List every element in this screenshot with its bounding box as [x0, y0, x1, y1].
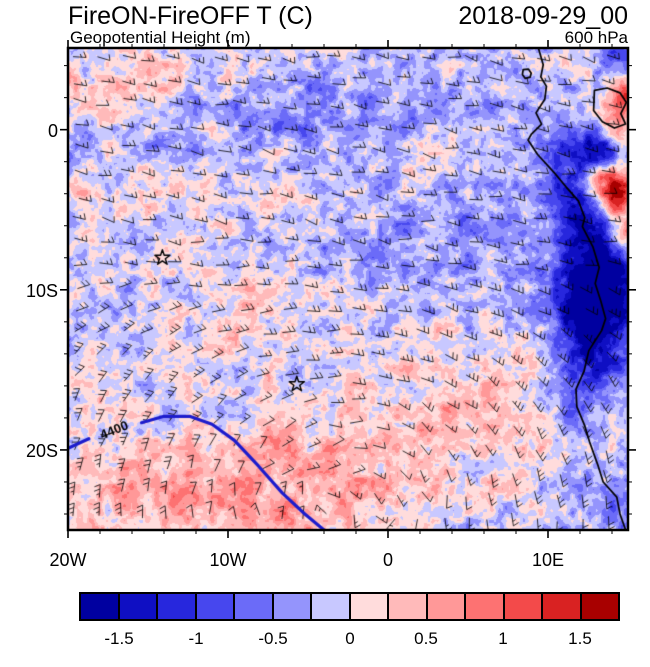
- ytick-label: 10S: [25, 281, 58, 301]
- colorbar-tick-label: -0.5: [258, 629, 288, 648]
- colorbar-segment: [235, 594, 274, 619]
- colorbar-segment: [158, 594, 197, 619]
- plot-title: FireON-FireOFF T (C): [68, 2, 313, 30]
- colorbar-segment: [81, 594, 120, 619]
- xtick-label: 0: [382, 550, 393, 570]
- colorbar-segment: [466, 594, 505, 619]
- colorbar-segment: [312, 594, 351, 619]
- pressure-level-label: 600 hPa: [564, 28, 628, 47]
- run-datetime: 2018-09-29_00: [458, 2, 628, 30]
- colorbar-tick-label: 0.5: [414, 629, 438, 648]
- colorbar-tick-label: 1: [498, 629, 508, 648]
- colorbar-segment: [350, 594, 389, 619]
- colorbar-tick-label: -1.5: [104, 629, 134, 648]
- colorbar-tick-label: -1: [188, 629, 204, 648]
- overlay-field-label: Geopotential Height (m): [70, 28, 251, 47]
- colorbar-tick-label: 0: [345, 629, 355, 648]
- xtick-label: 10W: [209, 550, 247, 570]
- colorbar-segment: [427, 594, 466, 619]
- colorbar-segment: [273, 594, 312, 619]
- colorbar-segment: [196, 594, 235, 619]
- colorbar: [79, 592, 620, 621]
- colorbar-segment: [581, 594, 618, 619]
- colorbar-segment: [119, 594, 158, 619]
- colorbar-segment: [389, 594, 428, 619]
- colorbar-segment: [504, 594, 543, 619]
- xtick-label: 20W: [49, 550, 87, 570]
- map-canvas: [68, 48, 628, 530]
- colorbar-segment: [543, 594, 582, 619]
- colorbar-tick-label: 1.5: [568, 629, 592, 648]
- xtick-label: 10E: [531, 550, 565, 570]
- ytick-label: 0: [47, 121, 58, 141]
- ytick-label: 20S: [25, 441, 58, 461]
